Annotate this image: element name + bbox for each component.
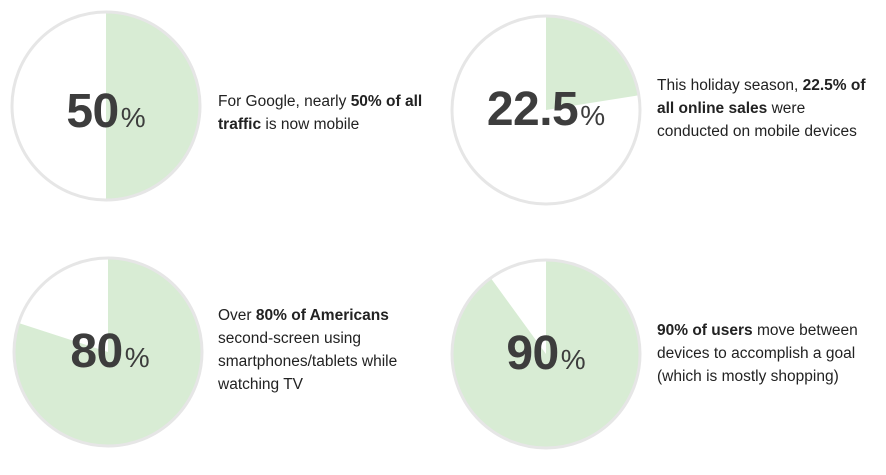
percent-unit: % xyxy=(124,342,150,373)
stat-description: Over 80% of Americans second-screen usin… xyxy=(218,304,423,396)
pie-slice xyxy=(13,258,202,446)
desc-highlight: 50% of all traffic xyxy=(218,93,423,133)
desc-highlight: 80% of Americans xyxy=(255,307,389,324)
desc-text: is now mobile xyxy=(261,116,360,133)
desc-text: For Google, nearly xyxy=(218,93,351,110)
pie-ring xyxy=(10,10,202,202)
percent-number: 50 xyxy=(66,85,119,138)
percent-unit: % xyxy=(120,102,146,133)
percent-number: 22.5 xyxy=(486,83,579,136)
pie-chart xyxy=(450,258,642,450)
desc-highlight: 90% of users xyxy=(657,322,753,339)
desc-text: move between devices to accomplish a goa… xyxy=(657,322,858,385)
percent-number: 90 xyxy=(506,327,559,380)
percent-label: 22.5% xyxy=(448,86,644,134)
percent-label: 50% xyxy=(8,88,204,136)
pie-slice xyxy=(451,260,640,448)
desc-text: Over xyxy=(218,307,256,324)
percent-label: 80% xyxy=(12,328,208,376)
percent-unit: % xyxy=(560,344,586,375)
pie-chart xyxy=(12,256,204,448)
stat-description: 90% of users move between devices to acc… xyxy=(657,319,872,388)
pie-slice xyxy=(106,12,200,200)
pie-ring xyxy=(450,258,642,450)
stat-description: This holiday season, 22.5% of all online… xyxy=(657,74,867,143)
pie-chart xyxy=(10,10,202,202)
pie-ring xyxy=(12,256,204,448)
desc-text: were conducted on mobile devices xyxy=(657,100,857,140)
pie-slice xyxy=(546,16,639,110)
percent-number: 80 xyxy=(70,325,123,378)
desc-text: This holiday season, xyxy=(657,77,803,94)
pie-chart xyxy=(450,14,642,206)
percent-label: 90% xyxy=(448,330,644,378)
stat-description: For Google, nearly 50% of all traffic is… xyxy=(218,90,433,136)
percent-unit: % xyxy=(580,100,606,131)
desc-text: second-screen using smartphones/tablets … xyxy=(218,330,398,393)
desc-highlight: 22.5% of all online sales xyxy=(657,77,866,117)
pie-ring xyxy=(450,14,642,206)
